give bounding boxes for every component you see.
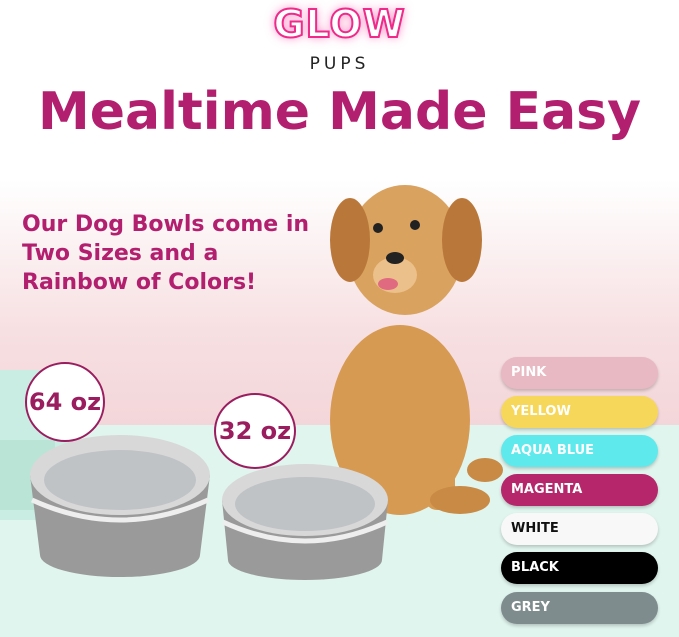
size-badge-64oz: 64 oz — [25, 362, 105, 442]
brand-tagline: PUPS — [309, 54, 370, 74]
headline: Mealtime Made Easy — [37, 82, 642, 142]
color-option-black: BLACK — [501, 552, 658, 584]
dog-image — [330, 185, 503, 515]
color-option-grey: GREY — [501, 592, 658, 624]
size-badge-32oz: 32 oz — [214, 393, 296, 469]
bowl-64oz — [30, 435, 210, 577]
bowl-32oz — [221, 464, 389, 580]
color-option-aqua-blue: AQUA BLUE — [501, 435, 658, 467]
subheadline: Our Dog Bowls come in Two Sizes and a Ra… — [22, 212, 310, 295]
color-option-magenta: MAGENTA — [501, 474, 658, 506]
color-option-pink: PINK — [501, 357, 658, 389]
color-option-yellow: YELLOW — [501, 396, 658, 428]
brand-logo: GLOW — [272, 1, 406, 47]
color-option-white: WHITE — [501, 513, 658, 545]
